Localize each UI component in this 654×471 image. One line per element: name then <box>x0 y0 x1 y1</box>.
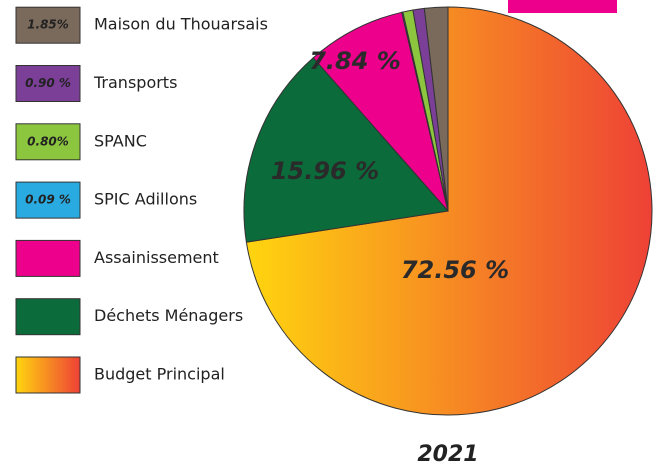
data-label: 72.56 % <box>401 256 509 284</box>
pie-slice <box>243 57 449 243</box>
legend-swatch <box>15 65 81 102</box>
legend-label: Budget Principal <box>94 365 225 384</box>
legend-swatch <box>15 123 81 161</box>
legend-swatch <box>15 6 81 44</box>
legend-label: SPIC Adillons <box>94 190 197 209</box>
decoration <box>508 0 617 13</box>
data-label: 15.96 % <box>271 157 379 185</box>
pie-slice <box>245 6 653 416</box>
legend-label: Assainissement <box>94 248 219 267</box>
legend-swatch <box>15 239 81 277</box>
legend-label: Maison du Thouarsais <box>94 15 268 34</box>
data-label: 7.84 % <box>309 47 401 75</box>
chart-title: 2021 <box>417 442 478 467</box>
legend-label: Transports <box>93 73 177 92</box>
legend-swatch <box>15 181 81 219</box>
pie-slice <box>312 11 449 212</box>
data-label: 0.80% <box>27 134 69 148</box>
pie-slice <box>423 6 449 212</box>
legend-label: Déchets Ménagers <box>94 306 243 325</box>
data-label: 0.09 % <box>25 193 71 207</box>
legend-label: SPANC <box>94 131 147 150</box>
legend-swatch <box>15 298 81 336</box>
legend-swatch <box>15 356 81 394</box>
data-label: 0.90 % <box>25 76 71 90</box>
data-label: 1.85% <box>27 18 69 32</box>
